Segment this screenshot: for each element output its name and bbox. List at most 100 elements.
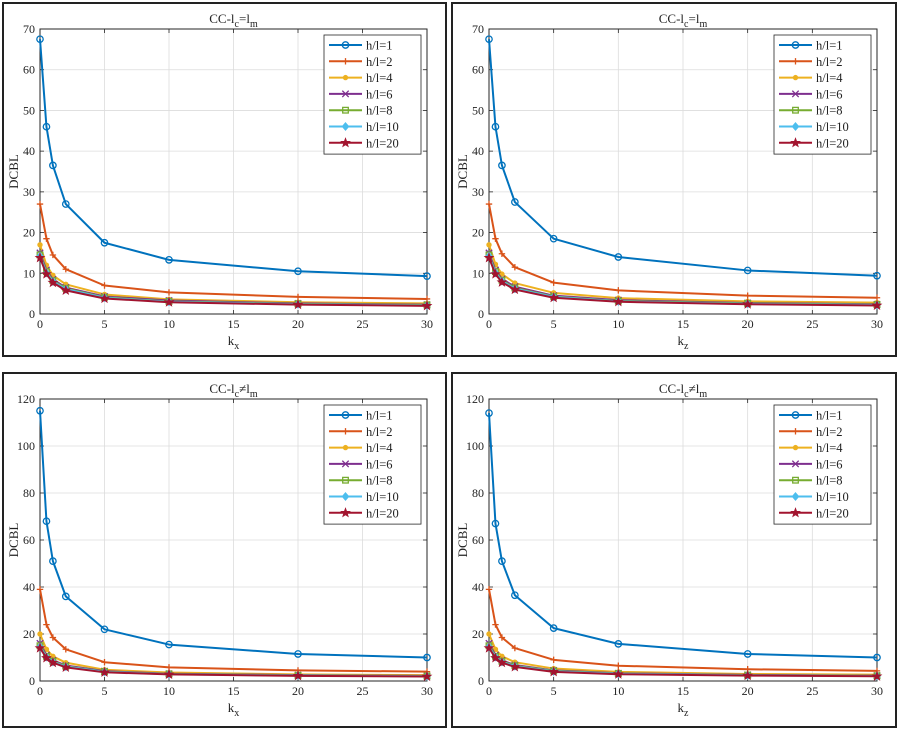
- data-point: [101, 282, 108, 289]
- data-point: [614, 640, 623, 648]
- data-point: [871, 299, 883, 311]
- legend-label: h/l=4: [816, 71, 843, 85]
- chart-title-rel: ≠l: [689, 381, 700, 396]
- legend-label: h/l=2: [816, 55, 843, 69]
- y-tick-label: 70: [472, 22, 484, 36]
- data-point: [421, 670, 433, 682]
- series-line: [488, 203, 878, 299]
- legend-item: h/l=8: [779, 474, 843, 488]
- x-tick-label: 25: [357, 317, 369, 331]
- chart-title: CC-lc=lm: [659, 11, 708, 30]
- data-point: [423, 272, 431, 280]
- data-point: [615, 662, 622, 669]
- data-point: [744, 292, 751, 299]
- data-point: [483, 642, 495, 653]
- legend-marker: [342, 476, 349, 484]
- legend-marker: [791, 492, 800, 501]
- legend-item: h/l=1: [329, 409, 393, 423]
- series-h/l=20: [34, 252, 433, 311]
- data-point: [36, 406, 44, 415]
- legend-item: h/l=8: [779, 104, 843, 118]
- x-axis-label-sub: x: [234, 708, 239, 719]
- data-point: [101, 659, 108, 666]
- x-axis-label-main: k: [228, 700, 235, 715]
- data-point: [548, 292, 560, 303]
- data-point: [490, 652, 501, 663]
- y-axis-label: DCBL: [455, 523, 470, 558]
- legend-marker: [792, 476, 799, 484]
- data-point: [163, 668, 175, 679]
- data-point: [99, 666, 110, 677]
- chart-title-sub: m: [250, 19, 258, 30]
- chart-svg: 0 5 10 15 20 25 30 0 10 20 30 40 50 60 70 CC-lc=lm kx DCB…: [6, 11, 433, 352]
- series-h/l=1: [36, 406, 431, 662]
- data-point: [614, 253, 623, 261]
- x-tick-label: 30: [871, 317, 883, 331]
- data-point: [61, 200, 70, 208]
- x-tick-label: 20: [742, 684, 754, 698]
- data-point: [47, 657, 59, 668]
- legend: h/l=1 h/l=2 h/l=4 h/l=6 h/l=8 h/l=10 h/l=20: [323, 404, 422, 525]
- legend-marker: [341, 41, 350, 49]
- data-point: [492, 621, 499, 628]
- chart-title: CC-lc≠lm: [659, 381, 708, 400]
- data-point: [498, 557, 506, 565]
- data-point: [485, 200, 493, 208]
- chart-title-sub: c: [235, 19, 240, 30]
- y-tick-label: 120: [17, 392, 35, 406]
- x-tick-label: 10: [163, 684, 175, 698]
- x-axis-label: kx: [228, 333, 240, 352]
- legend-marker: [791, 90, 800, 98]
- legend-item: h/l=20: [329, 506, 399, 520]
- data-point: [62, 646, 69, 653]
- legend-label: h/l=8: [816, 104, 843, 118]
- legend-marker: [342, 106, 349, 114]
- chart-title-main: CC-l: [659, 381, 685, 396]
- legend-marker: [341, 492, 350, 501]
- legend-marker: [342, 74, 349, 81]
- series-h/l=1: [485, 35, 881, 280]
- x-tick-label: 20: [292, 317, 304, 331]
- legend-marker: [790, 137, 801, 148]
- legend-marker: [792, 106, 799, 114]
- legend-item: h/l=2: [329, 55, 393, 69]
- legend-label: h/l=1: [816, 409, 843, 423]
- chart-title-sub: m: [250, 389, 258, 400]
- data-point: [873, 653, 881, 662]
- x-tick-label: 10: [612, 317, 624, 331]
- legend-item: h/l=20: [779, 136, 849, 150]
- data-point: [100, 238, 109, 247]
- data-point: [509, 283, 521, 295]
- x-tick-label: 15: [228, 684, 240, 698]
- chart-title-sub: c: [235, 389, 240, 400]
- legend-label: h/l=8: [366, 474, 393, 488]
- y-tick-label: 50: [472, 103, 484, 117]
- data-point: [36, 586, 44, 593]
- legend-marker: [791, 41, 800, 49]
- data-point: [292, 298, 304, 310]
- data-point: [491, 122, 500, 131]
- legend-item: h/l=6: [779, 457, 843, 471]
- data-point: [99, 292, 110, 304]
- legend-item: h/l=20: [779, 506, 849, 520]
- data-point: [43, 621, 50, 628]
- y-axis-label: DCBL: [6, 154, 21, 189]
- data-point: [486, 631, 492, 637]
- data-point: [548, 666, 560, 677]
- y-tick-label: 20: [23, 226, 35, 240]
- data-point: [42, 517, 51, 526]
- data-point: [498, 250, 506, 257]
- y-tick-label: 0: [478, 307, 484, 321]
- series-line: [39, 410, 428, 659]
- chart-title-main: CC-l: [659, 11, 685, 26]
- legend-marker: [342, 428, 349, 435]
- data-point: [163, 296, 175, 307]
- data-point: [509, 661, 521, 672]
- x-tick-label: 25: [806, 684, 818, 698]
- series-h/l=20: [483, 252, 883, 311]
- data-point: [612, 668, 624, 679]
- data-point: [36, 200, 44, 208]
- legend-label: h/l=20: [816, 136, 849, 150]
- legend-item: h/l=2: [779, 55, 843, 69]
- legend-label: h/l=6: [816, 87, 843, 101]
